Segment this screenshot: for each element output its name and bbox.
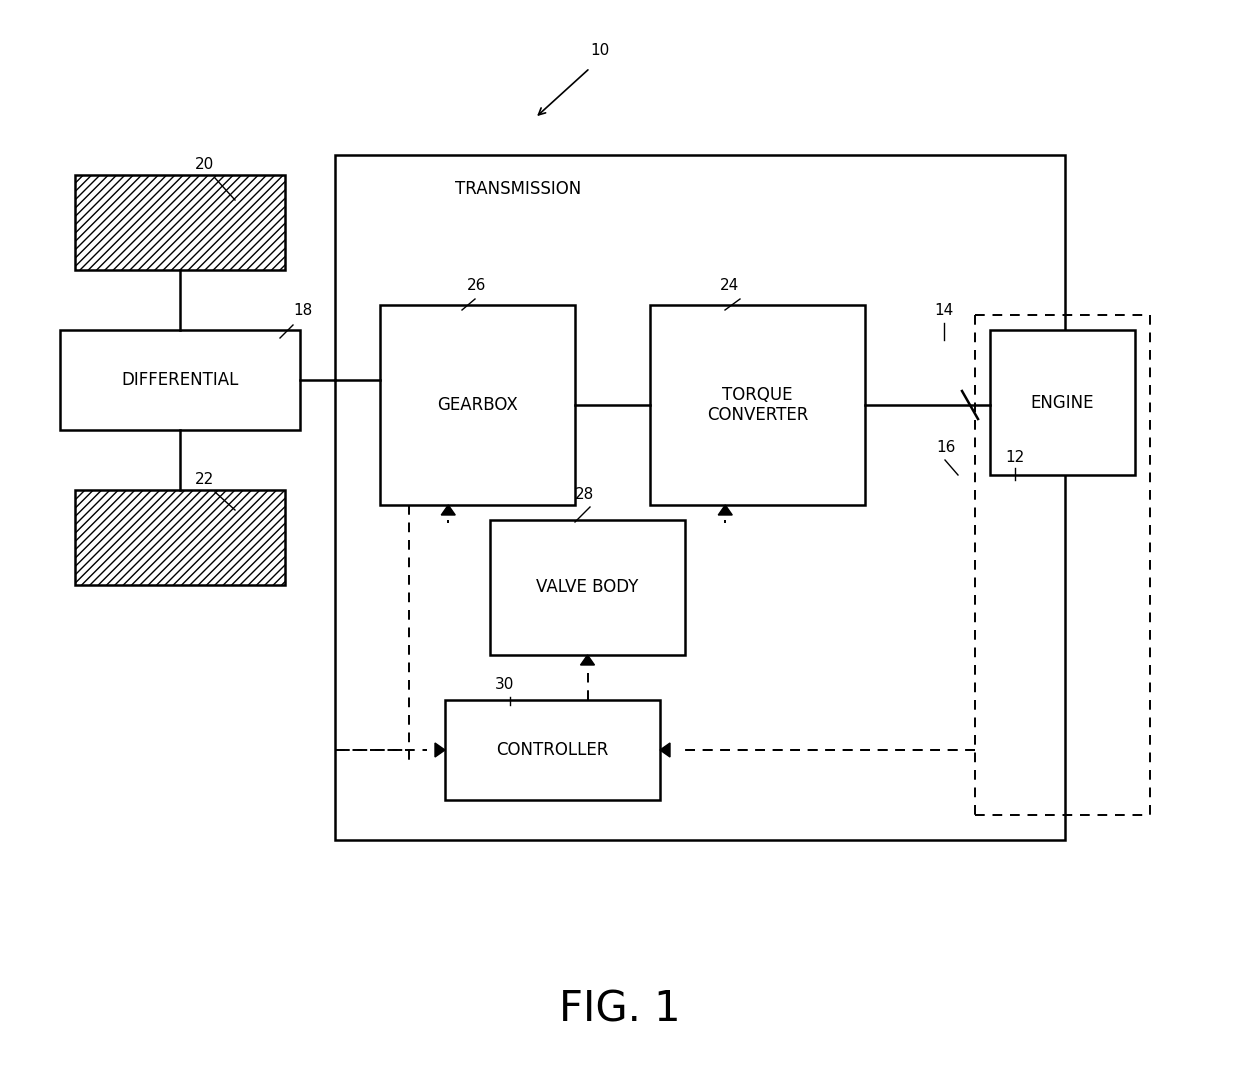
Text: DIFFERENTIAL: DIFFERENTIAL: [122, 371, 238, 390]
Text: 10: 10: [590, 43, 609, 58]
Bar: [335, 155, 1065, 840]
Text: TRANSMISSION: TRANSMISSION: [455, 180, 582, 197]
Bar: [990, 330, 1135, 475]
Bar: [650, 305, 866, 505]
Text: 20: 20: [195, 157, 215, 173]
Polygon shape: [441, 505, 455, 515]
Text: 26: 26: [467, 278, 486, 293]
Text: 30: 30: [495, 677, 515, 692]
Bar: [60, 330, 300, 430]
Text: 12: 12: [1004, 450, 1024, 465]
Text: 22: 22: [195, 472, 215, 487]
Text: TORQUE
CONVERTER: TORQUE CONVERTER: [707, 385, 808, 424]
Text: ENGINE: ENGINE: [1030, 394, 1094, 411]
Bar: [445, 700, 660, 800]
Text: FIG. 1: FIG. 1: [559, 990, 681, 1031]
Text: 16: 16: [936, 441, 955, 455]
Bar: [379, 305, 575, 505]
Bar: [74, 490, 285, 585]
Text: GEARBOX: GEARBOX: [438, 396, 518, 414]
Text: 18: 18: [293, 303, 312, 318]
Polygon shape: [718, 505, 733, 515]
Text: VALVE BODY: VALVE BODY: [537, 578, 639, 597]
Polygon shape: [435, 743, 445, 757]
Text: CONTROLLER: CONTROLLER: [496, 741, 609, 760]
Text: 24: 24: [720, 278, 739, 293]
Text: 28: 28: [575, 487, 594, 502]
Polygon shape: [580, 655, 594, 665]
Polygon shape: [660, 743, 670, 757]
Bar: [74, 175, 285, 270]
Bar: [490, 520, 684, 655]
Text: 14: 14: [934, 303, 954, 318]
